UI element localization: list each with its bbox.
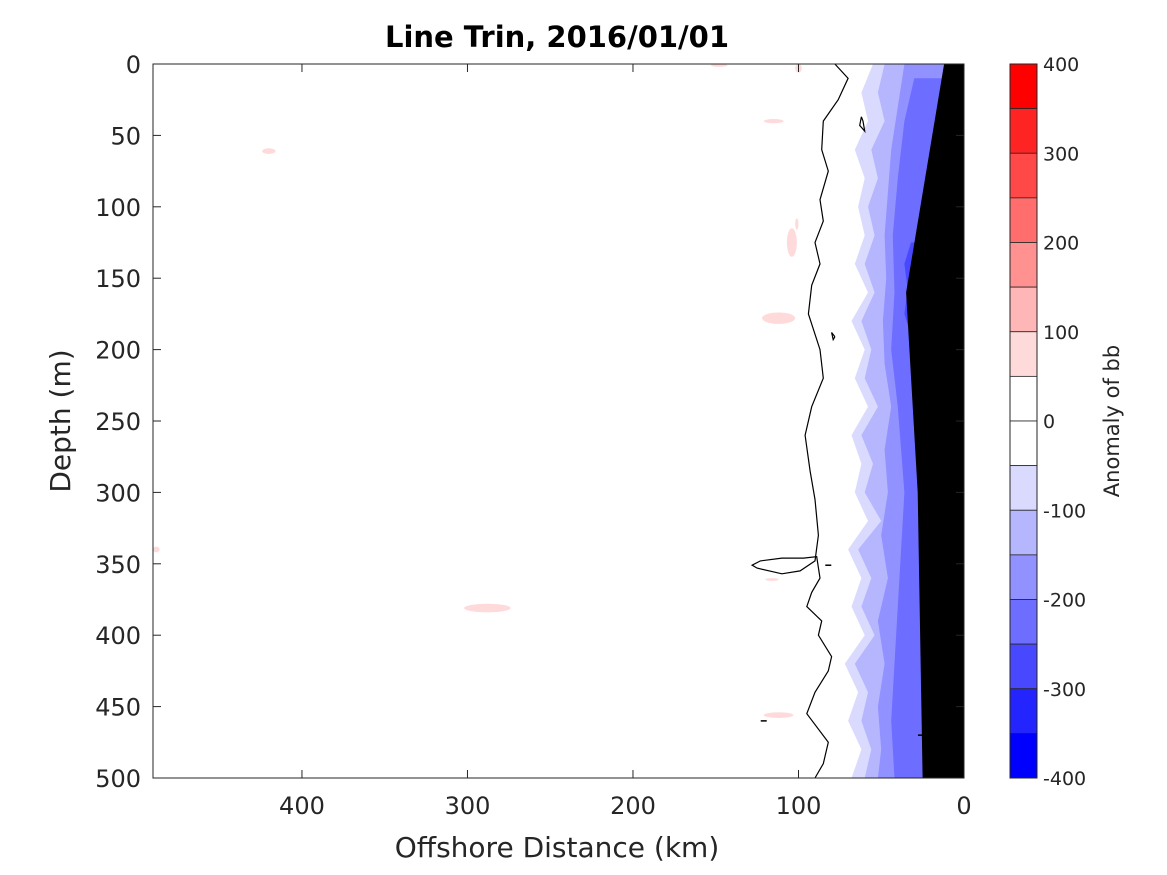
colorbar-tick-label-6: -200 (1043, 590, 1086, 612)
colorbar-frame (1009, 63, 1038, 779)
y-tick-label-6: 300 (95, 479, 141, 507)
colorbar-level-7 (1009, 375, 1038, 422)
positive-patch-9 (765, 578, 779, 581)
seafloor-mask (906, 64, 964, 778)
colorbar-level-6 (1009, 331, 1038, 377)
plot-background (153, 64, 964, 778)
positive-patch-6 (795, 218, 799, 230)
colorbar-label: Anomaly of bb (1100, 345, 1124, 497)
colorbar-level-10 (1009, 509, 1038, 556)
colorbar-level-2 (1009, 152, 1038, 199)
x-axis-ticks: 400 300 200 100 0 (279, 64, 972, 820)
positive-patch-10 (153, 546, 160, 553)
chart-title: Line Trin, 2016/01/01 (385, 20, 729, 54)
positive-patch-7 (762, 312, 796, 324)
colorbar-level-14 (1009, 688, 1038, 734)
positive-patch-5 (786, 228, 797, 257)
y-tick-label-0: 0 (126, 51, 141, 79)
x-tick-label-0: 400 (279, 792, 325, 820)
x-axis-label: Offshore Distance (km) (395, 831, 720, 864)
colorbar-level-3 (1009, 197, 1038, 243)
y-axis-ticks: 0 50 100 150 200 250 300 350 400 450 500 (95, 51, 964, 793)
y-tick-label-3: 150 (95, 265, 141, 293)
zero-contour-small-0 (859, 116, 866, 134)
y-tick-label-2: 100 (95, 194, 141, 222)
positive-patch-0 (262, 148, 276, 154)
x-tick-label-3: 100 (776, 792, 822, 820)
positive-patch-1 (464, 603, 511, 613)
y-tick-label-4: 200 (95, 337, 141, 365)
y-tick-label-8: 400 (95, 622, 141, 650)
y-tick-label-1: 50 (110, 122, 141, 150)
y-tick-label-10: 500 (95, 765, 141, 793)
y-axis-label: Depth (m) (44, 349, 77, 492)
colorbar: 400 300 200 100 0 -100 -200 -300 -400 Anomaly of… (1009, 54, 1124, 790)
colorbar-ticks: 400 300 200 100 0 -100 -200 -300 -400 (1043, 54, 1086, 790)
colorbar-levels (1009, 63, 1038, 779)
colorbar-tick-label-7: -300 (1043, 679, 1086, 701)
zero-contour-main (750, 63, 849, 779)
colorbar-level-15 (1009, 732, 1038, 779)
colorbar-tick-label-8: -400 (1043, 768, 1086, 790)
x-tick-label-2: 200 (610, 792, 656, 820)
positive-patch-2 (710, 64, 728, 67)
colorbar-level-0 (1009, 63, 1038, 110)
colorbar-tick-label-5: -100 (1043, 500, 1086, 522)
positive-patch-4 (763, 118, 784, 124)
x-tick-label-1: 300 (445, 792, 491, 820)
positive-patch-8 (763, 712, 794, 719)
colorbar-tick-label-1: 300 (1043, 143, 1079, 165)
colorbar-tick-label-3: 100 (1043, 322, 1079, 344)
colorbar-tick-label-0: 400 (1043, 54, 1079, 76)
colorbar-level-12 (1009, 599, 1038, 645)
colorbar-tick-label-4: 0 (1043, 411, 1055, 433)
y-tick-label-9: 450 (95, 694, 141, 722)
x-tick-label-4: 0 (956, 792, 971, 820)
colorbar-level-1 (1009, 108, 1038, 154)
colorbar-level-8 (1009, 420, 1038, 467)
plot-area (152, 63, 965, 779)
zero-contour-small-1 (831, 332, 836, 342)
colorbar-level-9 (1009, 465, 1038, 511)
colorbar-level-4 (1009, 242, 1038, 288)
colorbar-level-13 (1009, 643, 1038, 690)
colorbar-level-5 (1009, 286, 1038, 333)
colorbar-level-11 (1009, 554, 1038, 600)
y-tick-label-7: 350 (95, 551, 141, 579)
colorbar-tick-label-2: 200 (1043, 233, 1079, 255)
y-tick-label-5: 250 (95, 408, 141, 436)
seafloor-shape (906, 64, 964, 778)
